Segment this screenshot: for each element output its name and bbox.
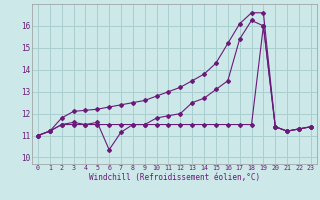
X-axis label: Windchill (Refroidissement éolien,°C): Windchill (Refroidissement éolien,°C) [89, 173, 260, 182]
